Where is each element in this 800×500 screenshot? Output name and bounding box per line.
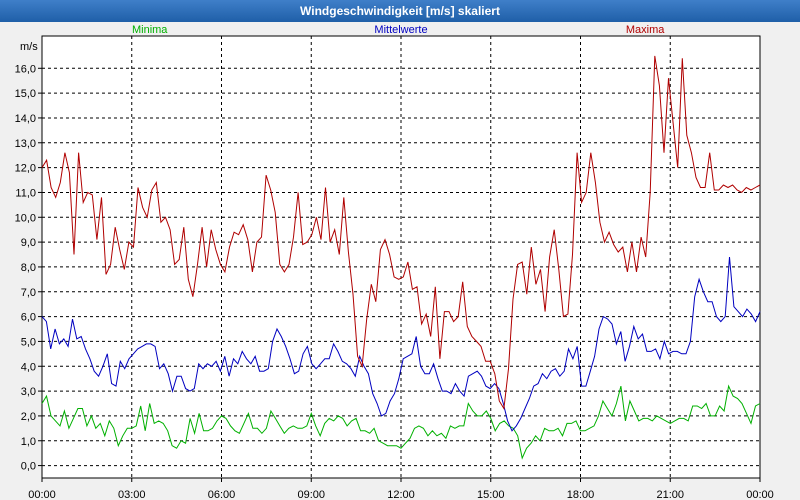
y-tick-label: 8,0 (21, 262, 36, 274)
y-tick-label: 16,0 (15, 63, 36, 75)
legend: Minima Mittelwerte Maxima (132, 24, 665, 36)
series-line-mittelwerte (41, 256, 761, 432)
y-tick-label: 15,0 (15, 88, 36, 100)
y-tick-label: 13,0 (15, 138, 36, 150)
y-tick-label: 4,0 (21, 361, 36, 373)
x-tick-time: 00:00 (28, 489, 56, 500)
y-tick-label: 0,0 (21, 461, 36, 473)
x-tick-time: 21:00 (656, 489, 684, 500)
x-tick-time: 18:00 (567, 489, 595, 500)
y-tick-label: 10,0 (15, 212, 36, 224)
legend-entry-maxima: Maxima (626, 24, 665, 36)
y-tick-label: 3,0 (21, 386, 36, 398)
legend-entry-mittelwerte: Mittelwerte (374, 24, 427, 36)
x-tick-time: 06:00 (208, 489, 236, 500)
series-lines (41, 55, 761, 460)
x-tick-time: 09:00 (297, 489, 325, 500)
y-tick-label: 2,0 (21, 411, 36, 423)
y-axis-ticks: 0,0 1,0 2,0 3,0 4,0 5,0 6,0 7,0 8,0 9,0 10,0 11,0 12… (15, 63, 42, 473)
y-tick-label: 5,0 (21, 336, 36, 348)
y-tick-label: 9,0 (21, 237, 36, 249)
chart-title: Windgeschwindigkeit [m/s] skaliert (300, 4, 500, 18)
y-tick-label: 7,0 (21, 287, 36, 299)
x-tick-time: 00:00 (746, 489, 774, 500)
y-tick-label: 6,0 (21, 312, 36, 324)
y-tick-label: 11,0 (15, 187, 36, 199)
y-tick-label: 12,0 (15, 163, 36, 175)
window-title-bar: Windgeschwindigkeit [m/s] skaliert (0, 0, 800, 22)
y-axis-unit-label: m/s (20, 41, 38, 53)
y-tick-label: 1,0 (21, 436, 36, 448)
chart-canvas: 0,0 1,0 2,0 3,0 4,0 5,0 6,0 7,0 8,0 9,0 10,0 11,0 12… (0, 22, 800, 500)
x-axis-ticks: 00:0009.02.1603:0009.02.1606:0009.02.160… (28, 478, 774, 500)
series-line-minima (41, 384, 761, 460)
x-tick-time: 15:00 (477, 489, 505, 500)
y-tick-label: 14,0 (15, 113, 36, 125)
x-tick-time: 12:00 (387, 489, 415, 500)
legend-entry-minima: Minima (132, 24, 168, 36)
series-line-maxima (41, 55, 761, 410)
grid-lines (42, 36, 760, 478)
x-tick-time: 03:00 (118, 489, 146, 500)
